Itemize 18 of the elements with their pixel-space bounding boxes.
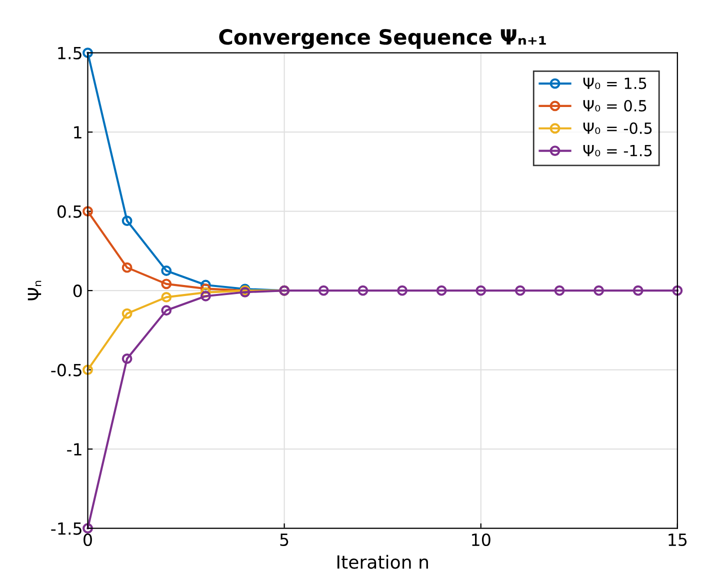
y-tick-label: 1 (74, 126, 82, 138)
chart-title: Convergence Sequence Ψₙ₊₁ (219, 29, 546, 49)
legend-label: Ψ₀ = -1.5 (583, 145, 652, 156)
legend-label: Ψ₀ = 1.5 (583, 78, 646, 90)
x-tick-label: 0 (84, 533, 92, 546)
x-axis-title: Iteration n (337, 554, 428, 569)
y-tick-label: 1.5 (58, 47, 82, 60)
y-tick-label: -1.5 (51, 522, 82, 535)
y-axis-title: Ψₙ (28, 280, 42, 300)
y-tick-label: -1 (67, 443, 82, 456)
y-tick-label: -0.5 (51, 364, 82, 376)
x-tick-label: 10 (472, 533, 490, 546)
legend-label: Ψ₀ = 0.5 (583, 100, 646, 112)
x-tick-label: 5 (280, 534, 288, 546)
x-tick-label: 15 (668, 534, 687, 546)
y-tick-label: 0.5 (57, 205, 82, 218)
legend-label: Ψ₀ = -0.5 (583, 122, 652, 134)
y-tick-label: 0 (73, 284, 82, 298)
